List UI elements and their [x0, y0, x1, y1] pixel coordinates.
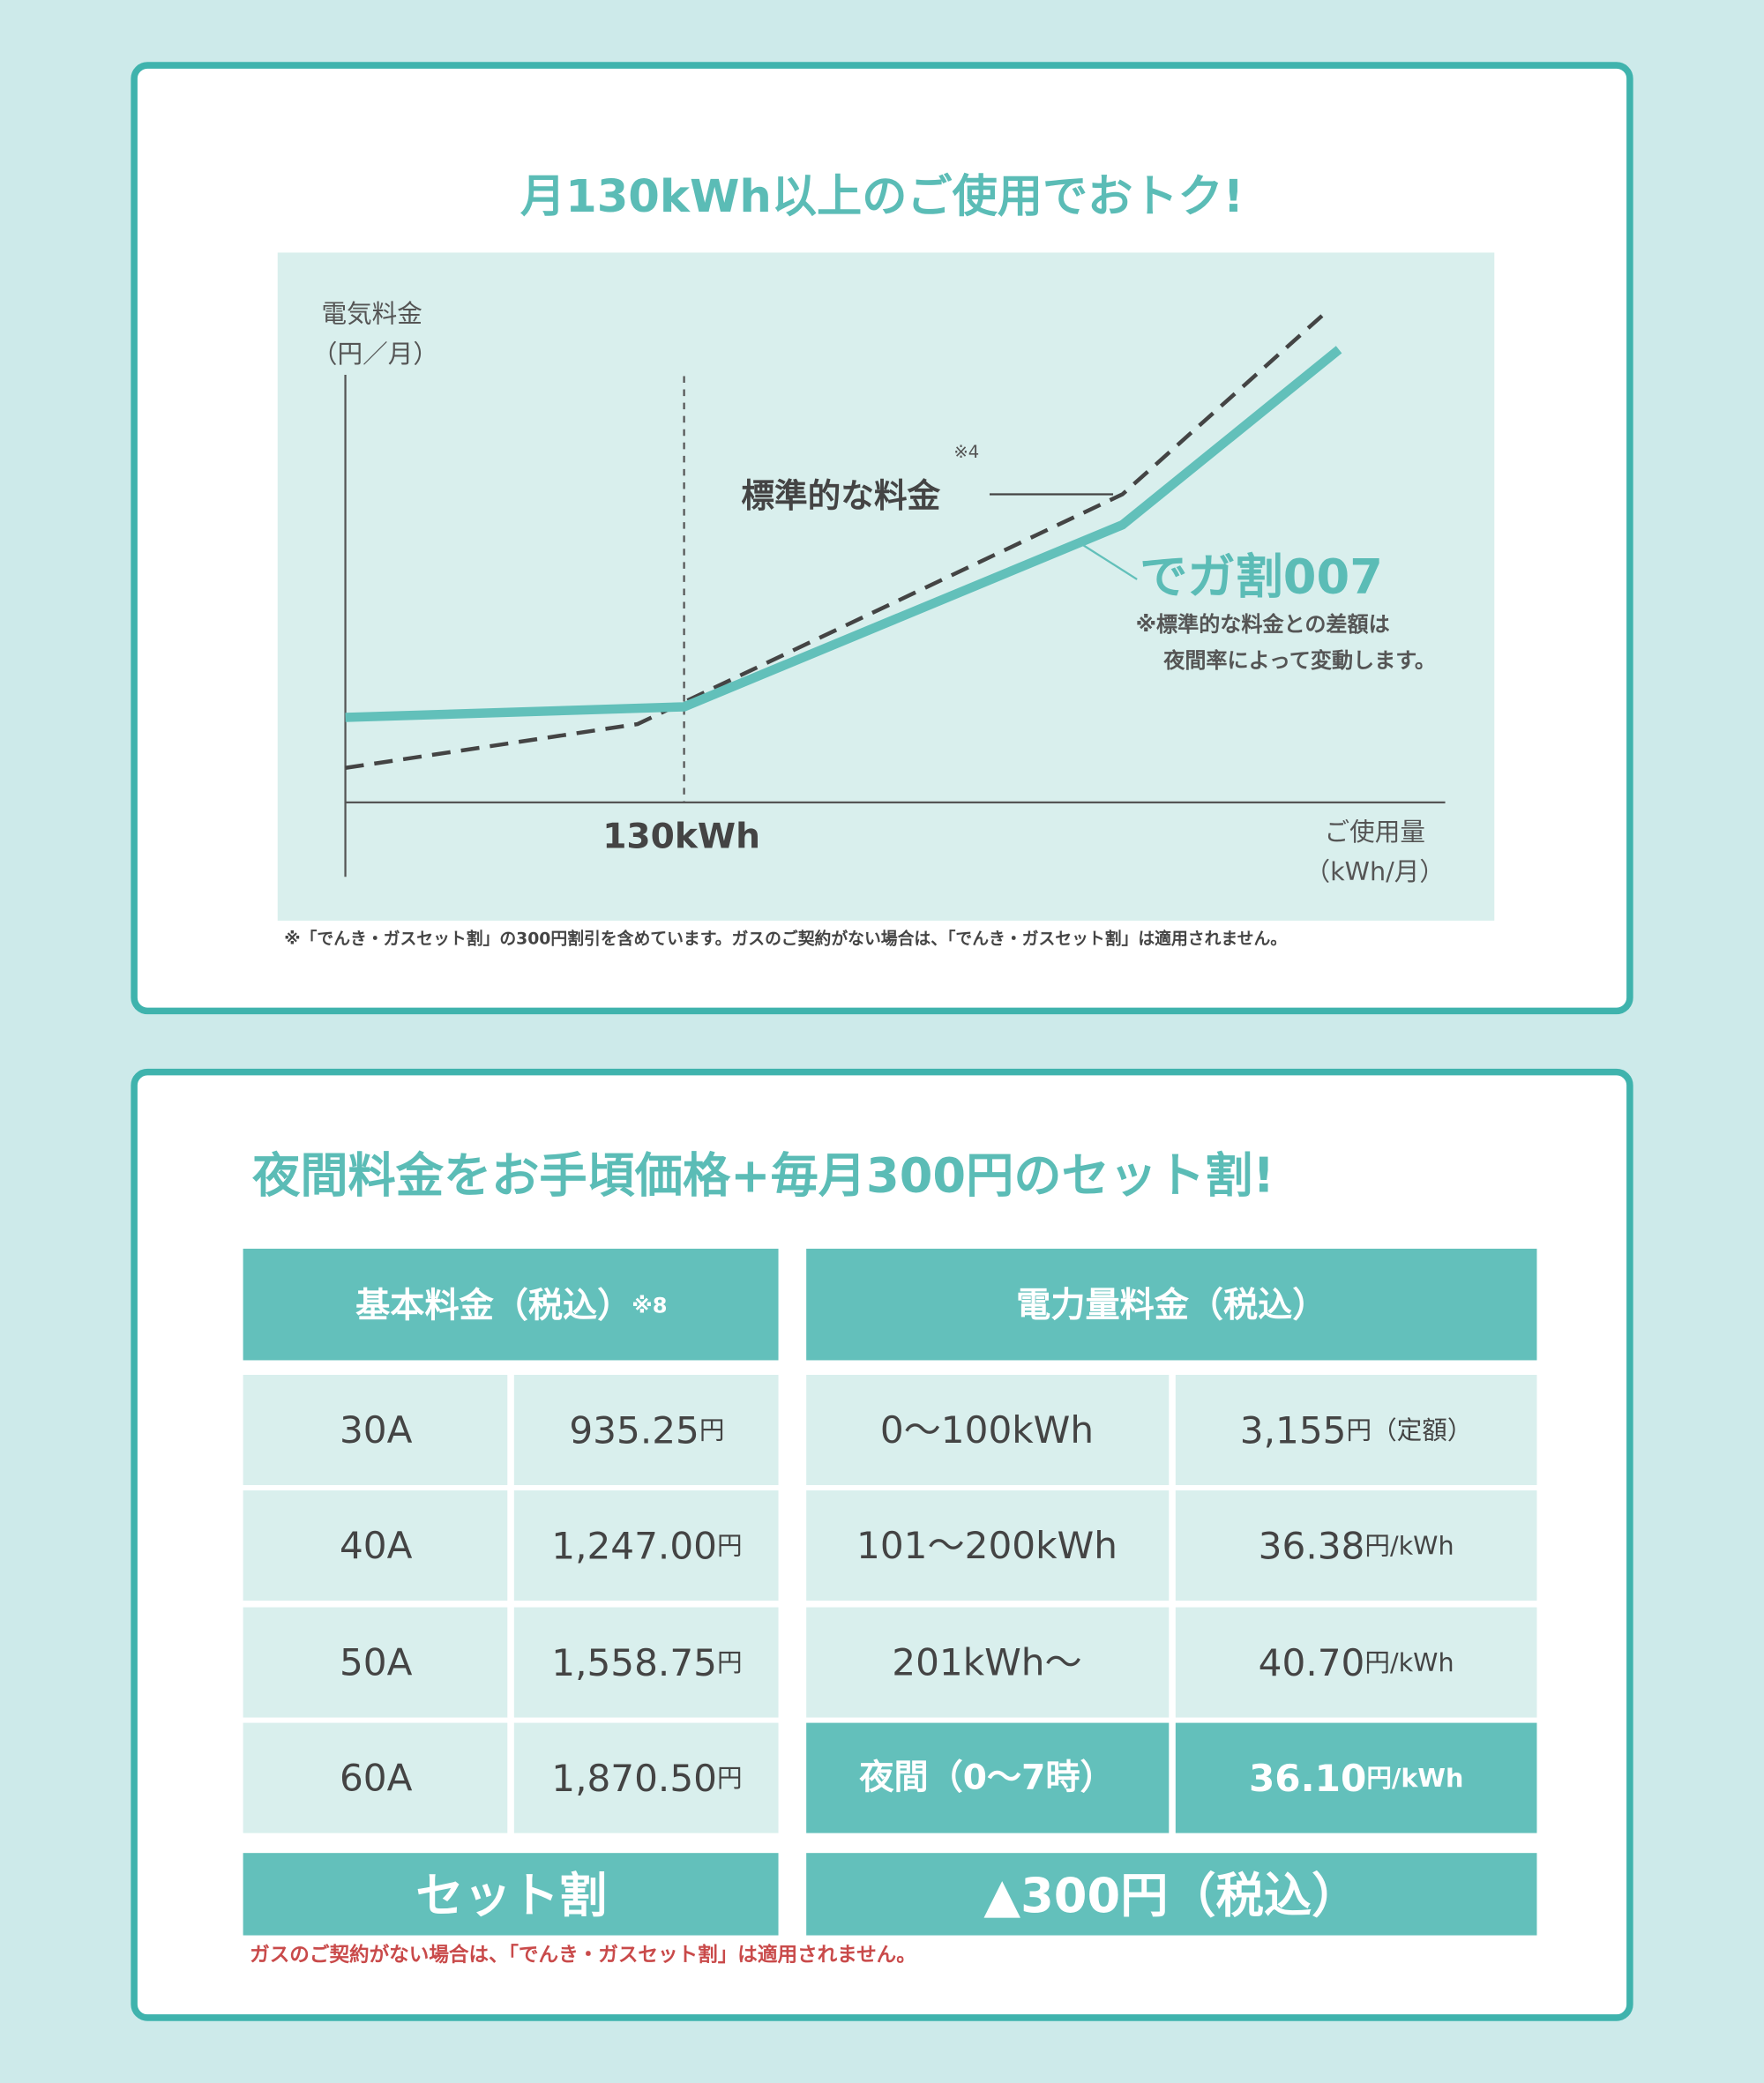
set-value-box [806, 1853, 1537, 1936]
price-value: 1,247.00 [551, 1524, 717, 1567]
basic-header-text: 基本料金（税込）※8 [355, 1286, 667, 1325]
range: 201kWh～ [892, 1641, 1081, 1684]
ampere: 60A [340, 1757, 413, 1800]
basic-cell [243, 1607, 508, 1718]
range: 夜間（0～7時） [858, 1758, 1114, 1798]
price: 3,155円（定額） [1240, 1408, 1473, 1452]
energy-cell [806, 1375, 1170, 1486]
basic-cell [243, 1722, 508, 1833]
plan-line [345, 346, 1342, 722]
graph-footnote: ※「でんき・ガスセット割」の300円割引を含めています。ガスのご契約がない場合は… [284, 929, 1287, 949]
ampere: 40A [340, 1524, 413, 1567]
y-axis-label: （円／月） [312, 339, 438, 369]
price-unit: 円 [717, 1531, 743, 1561]
energy-cell [1175, 1490, 1537, 1601]
plan-note: 夜間率によって変動します。 [1162, 648, 1436, 673]
basic-header [243, 1248, 779, 1361]
price: 36.10円/kWh [1249, 1757, 1463, 1800]
y-axis-label: 電気料金 [321, 299, 422, 329]
energy-header-label: 電力量料金（税込） [1016, 1286, 1327, 1325]
price-title: 夜間料金をお手頃価格+毎月300円のセット割! [251, 1148, 1274, 1204]
energy-header [806, 1248, 1537, 1361]
basic-cell [513, 1375, 779, 1486]
basic-cell [513, 1607, 779, 1718]
price: 1,870.50円 [551, 1757, 742, 1800]
energy-cell [1175, 1375, 1537, 1486]
standard-label: 標準的な料金 [741, 476, 940, 515]
standard-note: ※4 [953, 442, 979, 462]
energy-cell [806, 1722, 1170, 1833]
energy-cell [806, 1607, 1170, 1718]
price-unit: 円 [699, 1415, 725, 1445]
plan-note: ※標準的な料金との差額は [1136, 612, 1390, 637]
graph-title: 月130kWh以上のご使用でおトク! [520, 170, 1244, 223]
price-unit: 円 [717, 1647, 743, 1677]
price-value: 40.70 [1259, 1641, 1365, 1684]
basic-header-label: 基本料金（税込） [355, 1286, 632, 1325]
price-footnote: ガスのご契約がない場合は、「でんき・ガスセット割」は適用されません。 [250, 1943, 916, 1967]
price: 36.38円/kWh [1259, 1524, 1454, 1567]
standard-line [345, 312, 1327, 770]
energy-cell [806, 1490, 1170, 1601]
price-unit: 円（定額） [1346, 1415, 1472, 1445]
price-value: 935.25 [569, 1408, 699, 1452]
price: 1,558.75円 [551, 1641, 742, 1684]
price-unit: 円/kWh [1366, 1763, 1463, 1793]
energy-cell [1175, 1607, 1537, 1718]
basic-cell [243, 1490, 508, 1601]
ampere: 30A [340, 1408, 413, 1452]
price: 935.25円 [569, 1408, 724, 1452]
x-axis-label: ご使用量 [1325, 817, 1425, 847]
basic-cell [513, 1722, 779, 1833]
price-unit: 円/kWh [1364, 1647, 1454, 1677]
ampere: 50A [340, 1641, 413, 1684]
basic-header-note: ※8 [632, 1294, 667, 1318]
set-label: セット割 [415, 1868, 607, 1923]
price-value: 1,870.50 [551, 1757, 717, 1800]
basic-cell [243, 1375, 508, 1486]
price-value: 3,155 [1240, 1408, 1347, 1452]
price-value: 1,558.75 [551, 1641, 717, 1684]
plan-label: でガ割007 [1140, 549, 1383, 604]
energy-cell [1175, 1722, 1537, 1833]
x-axis-label: （kWh/月） [1305, 856, 1445, 886]
plan-pointer [1081, 543, 1138, 580]
price-value: 36.38 [1259, 1524, 1365, 1567]
range: 101～200kWh [856, 1524, 1117, 1567]
price: 40.70円/kWh [1259, 1641, 1454, 1684]
price-value: 36.10 [1249, 1757, 1366, 1800]
set-label-box [243, 1853, 779, 1936]
price-unit: 円 [717, 1763, 743, 1793]
set-value: ▲300円（税込） [983, 1868, 1359, 1923]
price: 1,247.00円 [551, 1524, 742, 1567]
range: 0～100kWh [880, 1408, 1094, 1452]
graph-panel [277, 252, 1495, 921]
marker-label: 130kWh [602, 818, 760, 857]
basic-cell [513, 1490, 779, 1601]
price-unit: 円/kWh [1364, 1531, 1454, 1561]
